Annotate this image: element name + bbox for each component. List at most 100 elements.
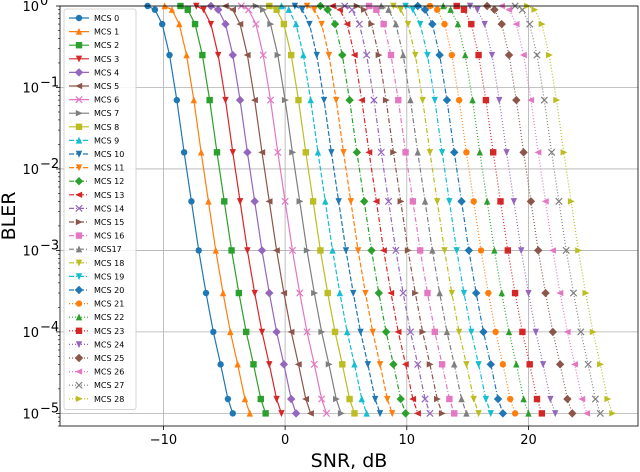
- data-point: [463, 409, 470, 417]
- y-tick-exponent: 0: [40, 0, 48, 9]
- data-point: [234, 360, 241, 368]
- legend-marker: [75, 164, 83, 172]
- legend-label: MCS 11: [94, 164, 124, 173]
- legend-marker: [75, 14, 83, 22]
- data-point: [159, 20, 166, 28]
- data-point: [475, 51, 482, 59]
- series-mcs-12: [316, 1, 410, 418]
- data-point: [490, 5, 499, 14]
- data-point: [351, 410, 358, 417]
- legend-entry: MCS 4: [69, 68, 119, 77]
- data-point: [499, 361, 507, 368]
- series-mcs-20: [413, 1, 508, 418]
- y-tick-exponent: −1: [40, 75, 59, 90]
- plot-frame: [59, 5, 639, 427]
- data-point: [200, 6, 207, 14]
- series-mcs-9: [278, 2, 370, 417]
- data-point: [421, 395, 429, 403]
- data-point: [492, 328, 499, 336]
- data-point: [435, 50, 444, 60]
- legend-entry: MCS 18: [69, 259, 124, 268]
- data-point: [314, 148, 322, 156]
- data-point: [184, 6, 191, 13]
- data-point: [243, 148, 252, 157]
- data-point: [197, 148, 205, 156]
- data-point: [589, 328, 597, 336]
- data-point: [213, 149, 221, 156]
- data-point: [392, 246, 400, 255]
- series-mcs-6: [237, 2, 331, 418]
- data-point: [531, 6, 539, 13]
- data-point: [389, 360, 398, 369]
- data-point: [272, 247, 280, 254]
- data-point: [289, 149, 297, 156]
- data-point: [273, 395, 280, 403]
- series-mcs-11: [303, 2, 396, 418]
- data-point: [571, 361, 578, 368]
- data-point: [487, 410, 494, 418]
- data-point: [365, 149, 373, 156]
- data-point: [397, 198, 405, 205]
- data-point: [477, 247, 485, 254]
- data-point: [526, 361, 533, 368]
- data-point: [151, 6, 159, 13]
- data-point: [336, 289, 344, 297]
- data-point: [360, 197, 369, 206]
- data-point: [376, 410, 384, 418]
- series-mcs-8: [266, 2, 358, 417]
- data-point: [354, 247, 362, 255]
- data-point: [596, 409, 604, 418]
- data-point: [575, 247, 583, 254]
- data-point: [402, 149, 409, 156]
- data-point: [280, 20, 288, 28]
- data-point: [562, 246, 570, 255]
- data-point: [552, 410, 559, 418]
- data-point: [292, 20, 300, 28]
- data-point: [335, 198, 342, 206]
- data-point: [280, 289, 288, 297]
- data-point: [397, 6, 404, 14]
- data-point: [244, 6, 253, 14]
- legend-entry: MCS 1: [69, 28, 119, 37]
- data-point: [246, 409, 254, 417]
- legend-marker: [75, 42, 83, 49]
- data-point: [519, 328, 526, 336]
- data-point: [431, 328, 438, 336]
- data-point: [390, 149, 398, 156]
- data-point: [505, 6, 513, 13]
- data-point: [526, 20, 534, 28]
- data-point: [306, 20, 313, 28]
- data-point: [520, 395, 527, 403]
- data-point: [265, 288, 274, 298]
- data-point: [272, 327, 281, 337]
- data-point: [361, 6, 368, 13]
- data-point: [380, 20, 387, 28]
- data-point: [525, 409, 532, 417]
- data-point: [517, 247, 525, 255]
- data-point: [512, 95, 521, 105]
- data-point: [352, 148, 362, 157]
- legend-marker: [75, 300, 83, 307]
- data-point: [229, 6, 236, 13]
- data-point: [496, 96, 503, 104]
- data-point: [176, 20, 183, 28]
- data-point: [567, 198, 575, 205]
- data-point: [401, 361, 409, 368]
- data-point: [251, 289, 258, 297]
- legend-label: MCS 4: [94, 68, 119, 77]
- data-point: [538, 410, 546, 417]
- legend-label: MCS 28: [94, 395, 124, 404]
- data-point: [503, 149, 510, 157]
- legend-entry: MCS 23: [69, 327, 124, 336]
- data-point: [519, 51, 527, 59]
- legend-marker: [75, 218, 83, 226]
- data-point: [538, 20, 546, 28]
- data-point: [190, 96, 198, 104]
- data-point: [343, 328, 351, 336]
- legend-marker: [75, 136, 83, 144]
- data-point: [421, 197, 429, 205]
- legend-label: MCS 0: [94, 14, 119, 23]
- series-mcs-22: [440, 2, 532, 417]
- data-point: [448, 289, 456, 297]
